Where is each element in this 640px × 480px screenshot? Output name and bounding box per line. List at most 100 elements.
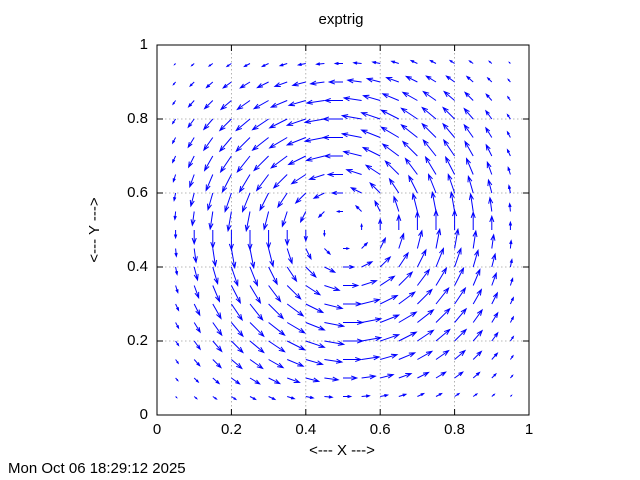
arrow: [212, 248, 218, 268]
arrow: [422, 90, 437, 101]
arrow: [269, 100, 288, 108]
arrow: [299, 211, 307, 224]
arrow: [488, 60, 493, 64]
arrow: [171, 137, 177, 145]
arrow: [454, 307, 468, 323]
arrow: [270, 155, 288, 169]
arrow: [324, 376, 340, 382]
arrow: [268, 396, 277, 401]
arrow: [435, 307, 451, 323]
arrow: [417, 371, 430, 379]
arrow: [285, 118, 306, 126]
arrow: [175, 340, 180, 347]
arrow: [343, 282, 360, 289]
arrow: [193, 266, 199, 282]
arrow: [416, 248, 427, 268]
arrow: [242, 192, 251, 213]
arrow: [210, 230, 216, 250]
arrow: [343, 356, 363, 363]
arrow: [323, 97, 343, 104]
arrow: [398, 232, 405, 249]
y-tick-label: 1: [140, 36, 148, 53]
arrow: [361, 279, 378, 286]
arrow: [249, 396, 257, 401]
arrow: [374, 199, 381, 212]
arrow: [268, 248, 275, 268]
arrow: [205, 174, 214, 192]
arrow: [435, 328, 451, 342]
arrow: [308, 174, 325, 181]
arrow: [509, 296, 514, 305]
arrow: [193, 396, 198, 400]
arrow: [393, 195, 400, 212]
arrow: [470, 210, 476, 230]
arrow: [343, 301, 363, 307]
arrow: [472, 350, 483, 360]
arrow: [417, 392, 426, 397]
arrow: [509, 239, 513, 249]
arrow: [256, 81, 269, 89]
arrow: [172, 81, 176, 86]
arrow: [231, 359, 243, 370]
arrow: [435, 266, 448, 286]
arrow: [463, 123, 474, 138]
arrow: [454, 328, 468, 342]
arrow: [266, 230, 272, 250]
arrow: [442, 106, 455, 120]
arrow: [173, 211, 177, 221]
arrow: [398, 291, 416, 305]
arrow: [207, 63, 214, 67]
arrow: [488, 196, 494, 212]
arrow: [173, 230, 178, 240]
arrow: [236, 155, 251, 174]
arrow: [247, 230, 253, 252]
arrow: [485, 143, 493, 157]
arrow: [323, 153, 343, 159]
arrow: [491, 331, 499, 342]
arrow: [472, 229, 478, 249]
arrow: [340, 114, 362, 120]
arrow: [506, 95, 511, 101]
arrow: [187, 100, 195, 108]
arrow: [454, 227, 460, 249]
arrow: [411, 192, 418, 212]
arrow: [361, 355, 381, 361]
arrow: [172, 155, 177, 164]
arrow: [380, 353, 399, 360]
arrow: [231, 396, 238, 401]
arrow: [203, 137, 214, 152]
x-tick-label: 0.6: [370, 421, 391, 438]
arrow: [454, 266, 465, 286]
arrow: [189, 81, 195, 88]
arrow: [249, 285, 262, 305]
arrow: [324, 303, 344, 310]
arrow: [361, 394, 371, 398]
arrow: [226, 211, 232, 233]
arrow: [343, 375, 359, 381]
arrow: [371, 61, 381, 65]
arrow: [506, 113, 511, 120]
arrow: [296, 62, 306, 66]
x-tick-label: 0.8: [444, 421, 465, 438]
arrow: [491, 352, 499, 360]
arrow: [398, 311, 418, 323]
arrow: [187, 155, 195, 169]
arrow: [193, 322, 201, 334]
arrow: [218, 118, 232, 132]
arrow: [486, 160, 493, 175]
arrow: [305, 340, 326, 348]
arrow: [365, 77, 381, 83]
arrow: [380, 109, 400, 120]
arrow: [173, 63, 176, 66]
arrow: [191, 230, 197, 246]
arrow: [508, 202, 512, 212]
arrow: [287, 155, 307, 166]
arrow: [472, 248, 479, 268]
arrow: [380, 126, 400, 138]
arrow: [323, 230, 326, 238]
arrow: [472, 329, 484, 342]
arrow: [506, 130, 511, 138]
arrow: [268, 285, 282, 303]
arrow: [321, 134, 343, 141]
arrow: [361, 146, 381, 157]
